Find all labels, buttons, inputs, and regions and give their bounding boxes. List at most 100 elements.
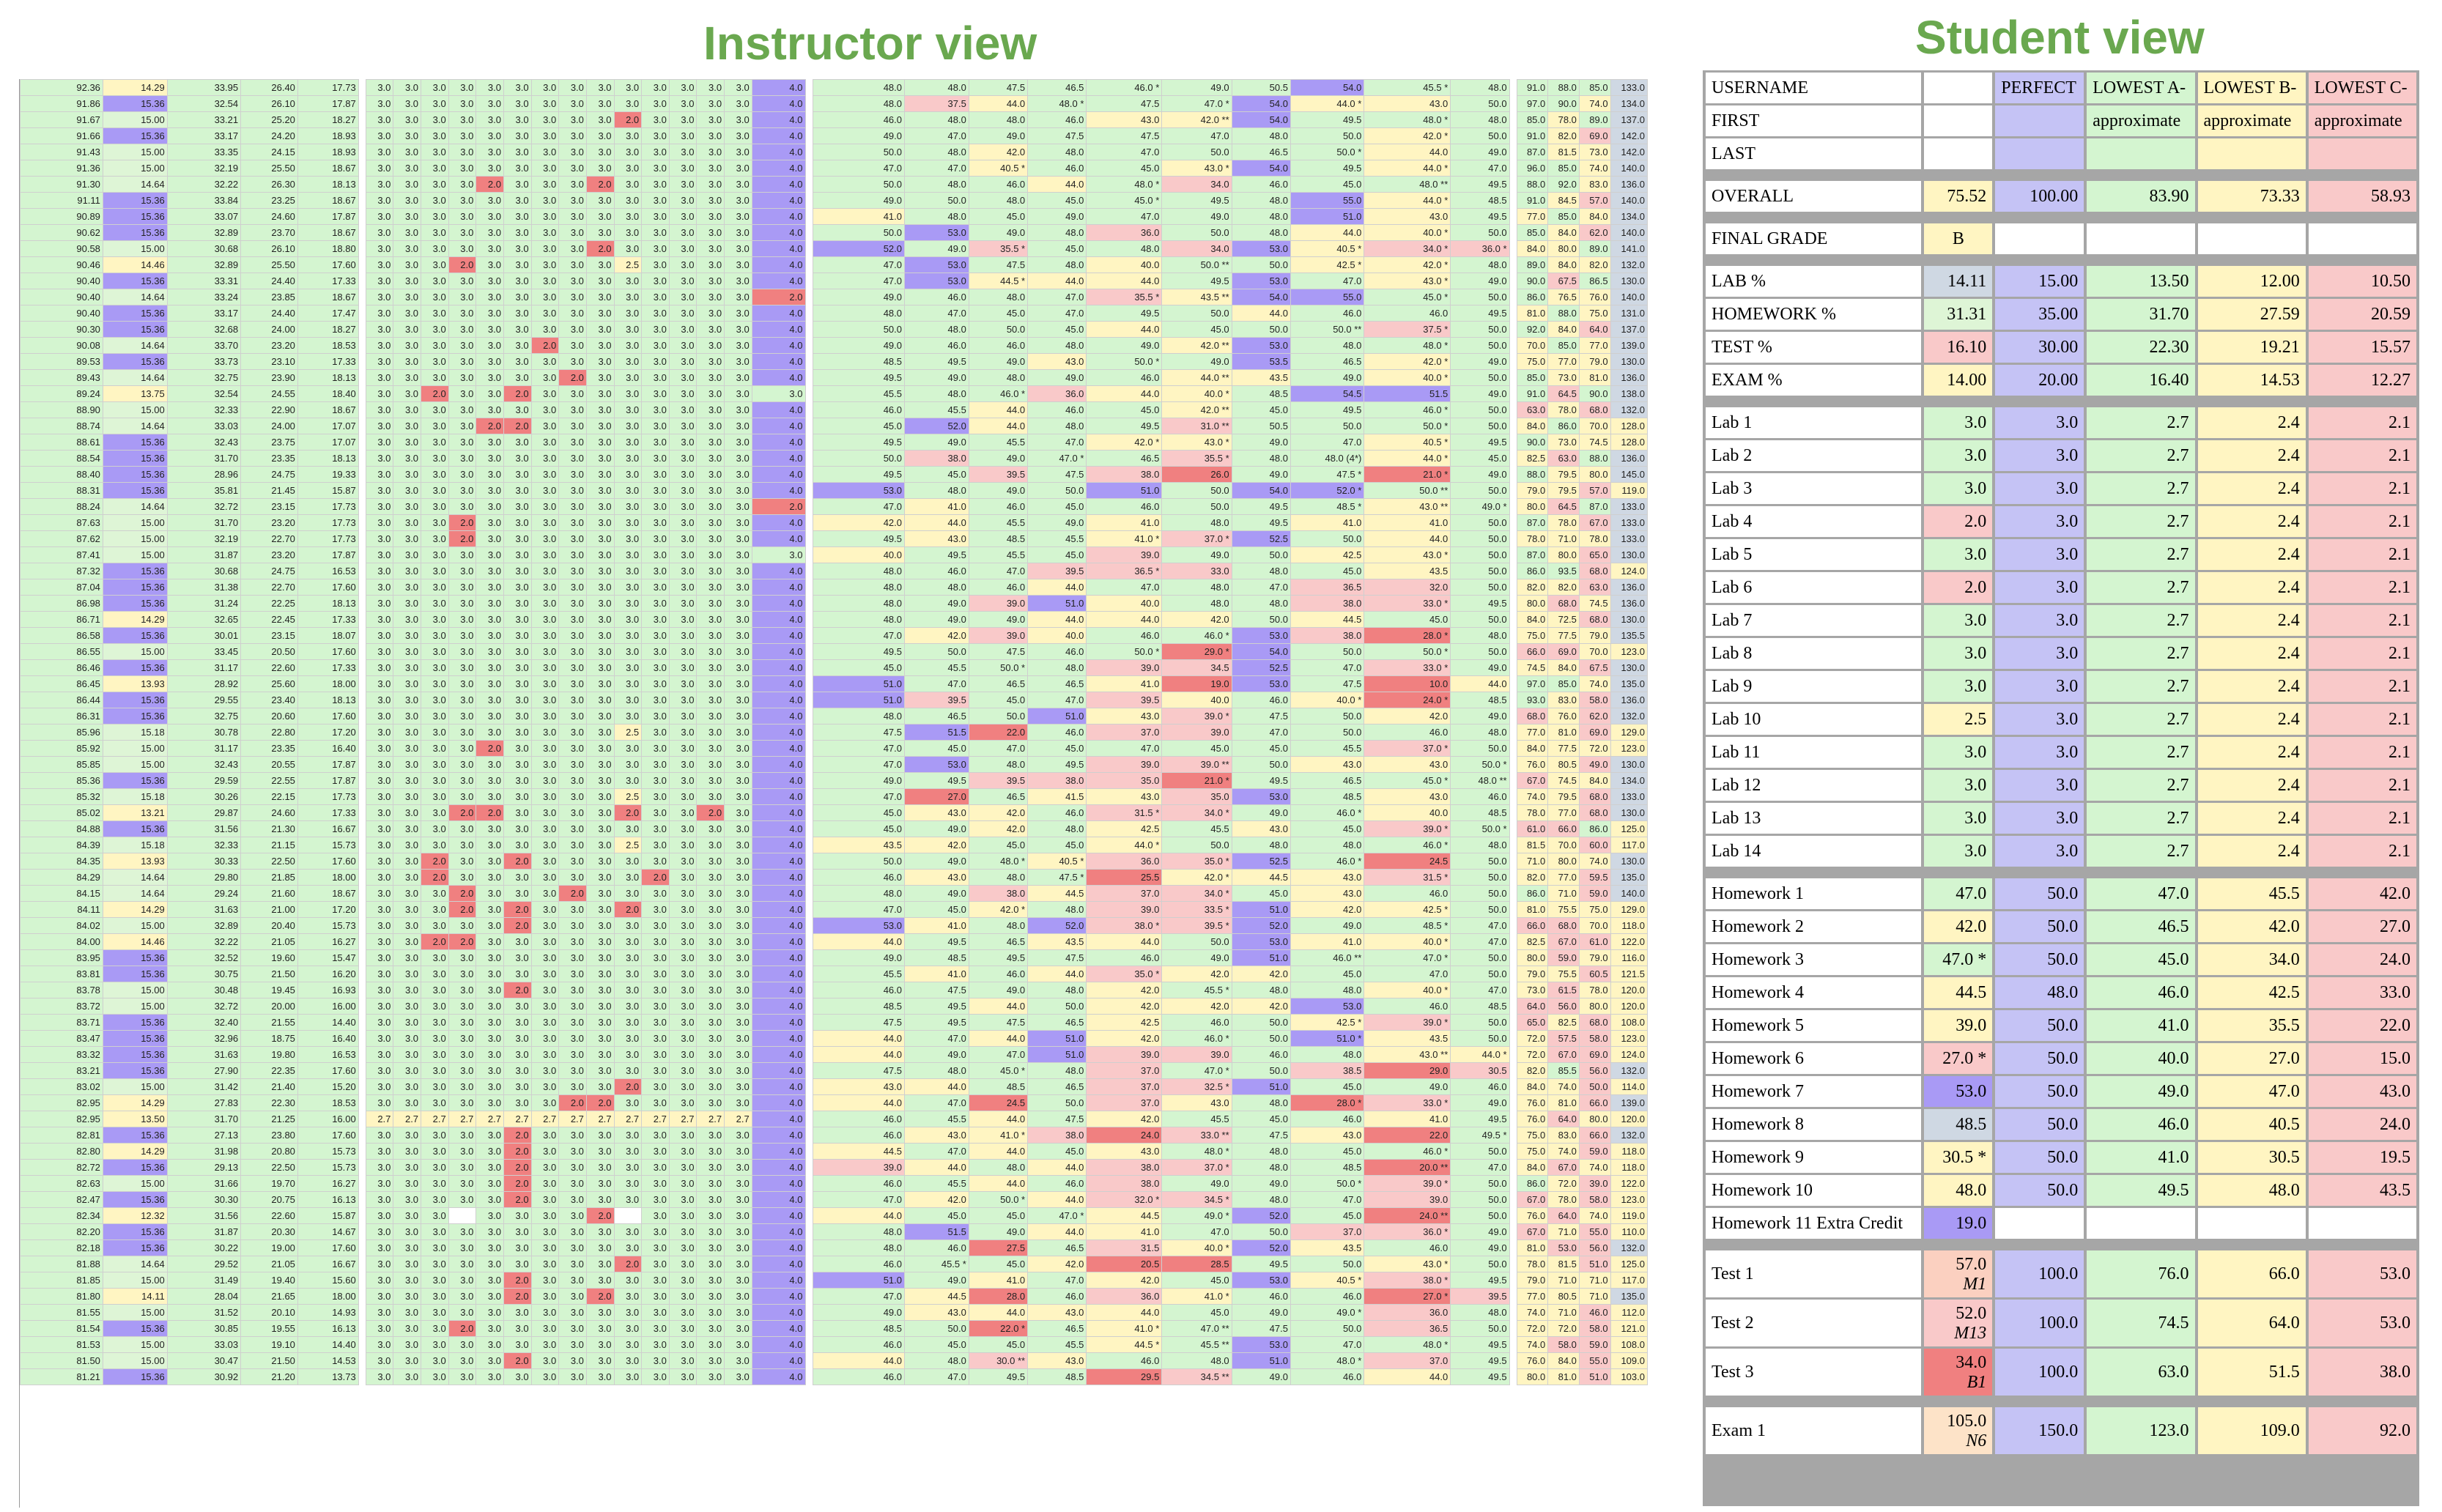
grade-cell: 3.0: [585, 611, 615, 628]
column-gap: [358, 708, 366, 724]
grade-cell: 3.0: [668, 837, 698, 853]
grade-cell: 53.0: [904, 273, 969, 289]
grade-cell: 78.0: [1578, 982, 1611, 998]
grade-cell: 22.50: [240, 1159, 298, 1176]
grade-cell: 82.5: [1547, 1014, 1580, 1031]
grade-cell: 82.47: [20, 1191, 103, 1208]
grade-cell: 3.0: [476, 192, 504, 209]
grade-cell: 44.0: [1086, 933, 1163, 950]
grade-cell: 3.0: [696, 563, 725, 579]
grade-cell: 49.5: [1027, 756, 1087, 773]
column-gap: [1509, 1239, 1517, 1256]
grade-cell: 79.5: [1547, 482, 1580, 499]
grade-cell: 17.60: [297, 853, 359, 870]
grade-cell: 4.0: [751, 1368, 806, 1385]
grade-cell: 47.0: [812, 740, 906, 757]
grade-cell: 48.0: [1231, 982, 1291, 998]
grade-cell: 3.0: [530, 1223, 560, 1240]
grade-cell: 45.0: [968, 208, 1029, 225]
grade-cell: 47.5: [968, 256, 1029, 273]
grade-cell: 2.7: [641, 1111, 670, 1127]
column-gap: [805, 176, 813, 193]
grade-cell: 3.0: [613, 321, 643, 338]
grade-cell: 3.0: [476, 1062, 504, 1079]
grade-cell: 42.0: [1161, 998, 1232, 1015]
grade-cell: 42.0: [1364, 708, 1451, 724]
grade-cell: 50.0: [1290, 1256, 1365, 1272]
grade-cell: 3.0: [724, 1320, 752, 1337]
grade-cell: 3.0: [696, 949, 725, 966]
grade-cell: 3.0: [503, 885, 532, 902]
lowest-a-value: 2.7: [2087, 473, 2195, 504]
grade-cell: 50.0: [1450, 514, 1510, 531]
grade-cell: 49.0: [1450, 1094, 1510, 1111]
grade-cell: 4.0: [751, 1256, 806, 1272]
grade-cell: 3.0: [503, 643, 532, 660]
grade-cell: 75.0: [1516, 1143, 1549, 1160]
lowest-b-value: 2.4: [2197, 506, 2306, 537]
grade-cell: 3.0: [724, 675, 752, 692]
grade-cell: 48.0 *: [1364, 1336, 1451, 1353]
grade-cell: 3.0: [724, 450, 752, 467]
grade-cell: 3.0: [558, 79, 587, 96]
column-gap: [805, 869, 813, 886]
grade-cell: 48.0: [1027, 659, 1087, 676]
overall-value: 75.52: [1924, 181, 1993, 212]
grade-cell: 3.0: [476, 353, 504, 370]
grade-cell: 45.5: [968, 434, 1029, 451]
grade-cell: 21.30: [240, 820, 298, 837]
grade-cell: 3.0: [558, 466, 587, 483]
grade-cell: 3.0: [503, 1030, 532, 1047]
grade-cell: 18.00: [297, 869, 359, 886]
grade-cell: 3.0: [641, 289, 670, 305]
grade-cell: 3.0: [724, 353, 752, 370]
grade-cell: 3.0: [476, 579, 504, 596]
grade-cell: 45.0: [1027, 1143, 1087, 1160]
grade-cell: 39.0: [1086, 659, 1163, 676]
grade-cell: 20.60: [240, 708, 298, 724]
grade-cell: 45.0: [1027, 837, 1087, 853]
grade-cell: 31.56: [166, 1207, 242, 1224]
grade-cell: 48.0: [1450, 627, 1510, 644]
grade-cell: 3.0: [421, 1288, 449, 1305]
grade-cell: 70.0: [1578, 917, 1611, 934]
grade-cell: 50.0: [1161, 933, 1232, 950]
grade-cell: 49.0: [1161, 546, 1232, 563]
grade-cell: 83.78: [20, 982, 103, 998]
grade-cell: 4.0: [751, 337, 806, 354]
row-label: Homework 6: [1706, 1043, 1922, 1074]
grade-cell: 3.0: [558, 1062, 587, 1079]
grade-cell: 4.0: [751, 418, 806, 434]
grade-cell: 136.0: [1610, 595, 1648, 612]
grade-cell: 50.0 *: [1364, 643, 1451, 660]
grade-cell: 3.0: [393, 1143, 422, 1160]
grade-cell: 2.0: [421, 869, 449, 886]
grade-cell: 3.0: [393, 305, 422, 322]
grade-cell: 3.0: [448, 820, 477, 837]
grade-cell: 17.73: [297, 530, 359, 547]
grade-cell: 4.0: [751, 176, 806, 193]
grade-cell: 31.38: [166, 579, 242, 596]
grade-cell: 46.0 *: [1161, 1030, 1232, 1047]
grade-cell: 3.0: [558, 1223, 587, 1240]
column-gap: [358, 820, 366, 837]
grade-cell: 41.0: [968, 1272, 1029, 1289]
student-row-exam-1: Exam 1 105.0 N6 150.0 123.0 109.0 92.0: [1706, 1407, 2416, 1454]
grade-cell: 49.0: [1161, 79, 1232, 96]
grade-cell: 3.0: [421, 256, 449, 273]
grade-cell: 48.0 *: [1161, 1143, 1232, 1160]
grade-cell: 3.0: [724, 321, 752, 338]
grade-cell: 2.0: [641, 869, 670, 886]
grade-cell: 48.0 *: [968, 853, 1029, 870]
grade-cell: 80.0: [1516, 949, 1549, 966]
grade-cell: 66.0: [1578, 1094, 1611, 1111]
grade-cell: 43.0 *: [1364, 546, 1451, 563]
column-gap: [358, 530, 366, 547]
grade-cell: 3.0: [641, 708, 670, 724]
grade-cell: 64.0: [1547, 1111, 1580, 1127]
grade-cell: 18.27: [297, 321, 359, 338]
row-label: Lab 9: [1706, 671, 1922, 702]
grade-cell: 3.0: [641, 514, 670, 531]
grade-cell: 91.67: [20, 111, 103, 128]
column-gap: [805, 160, 813, 177]
